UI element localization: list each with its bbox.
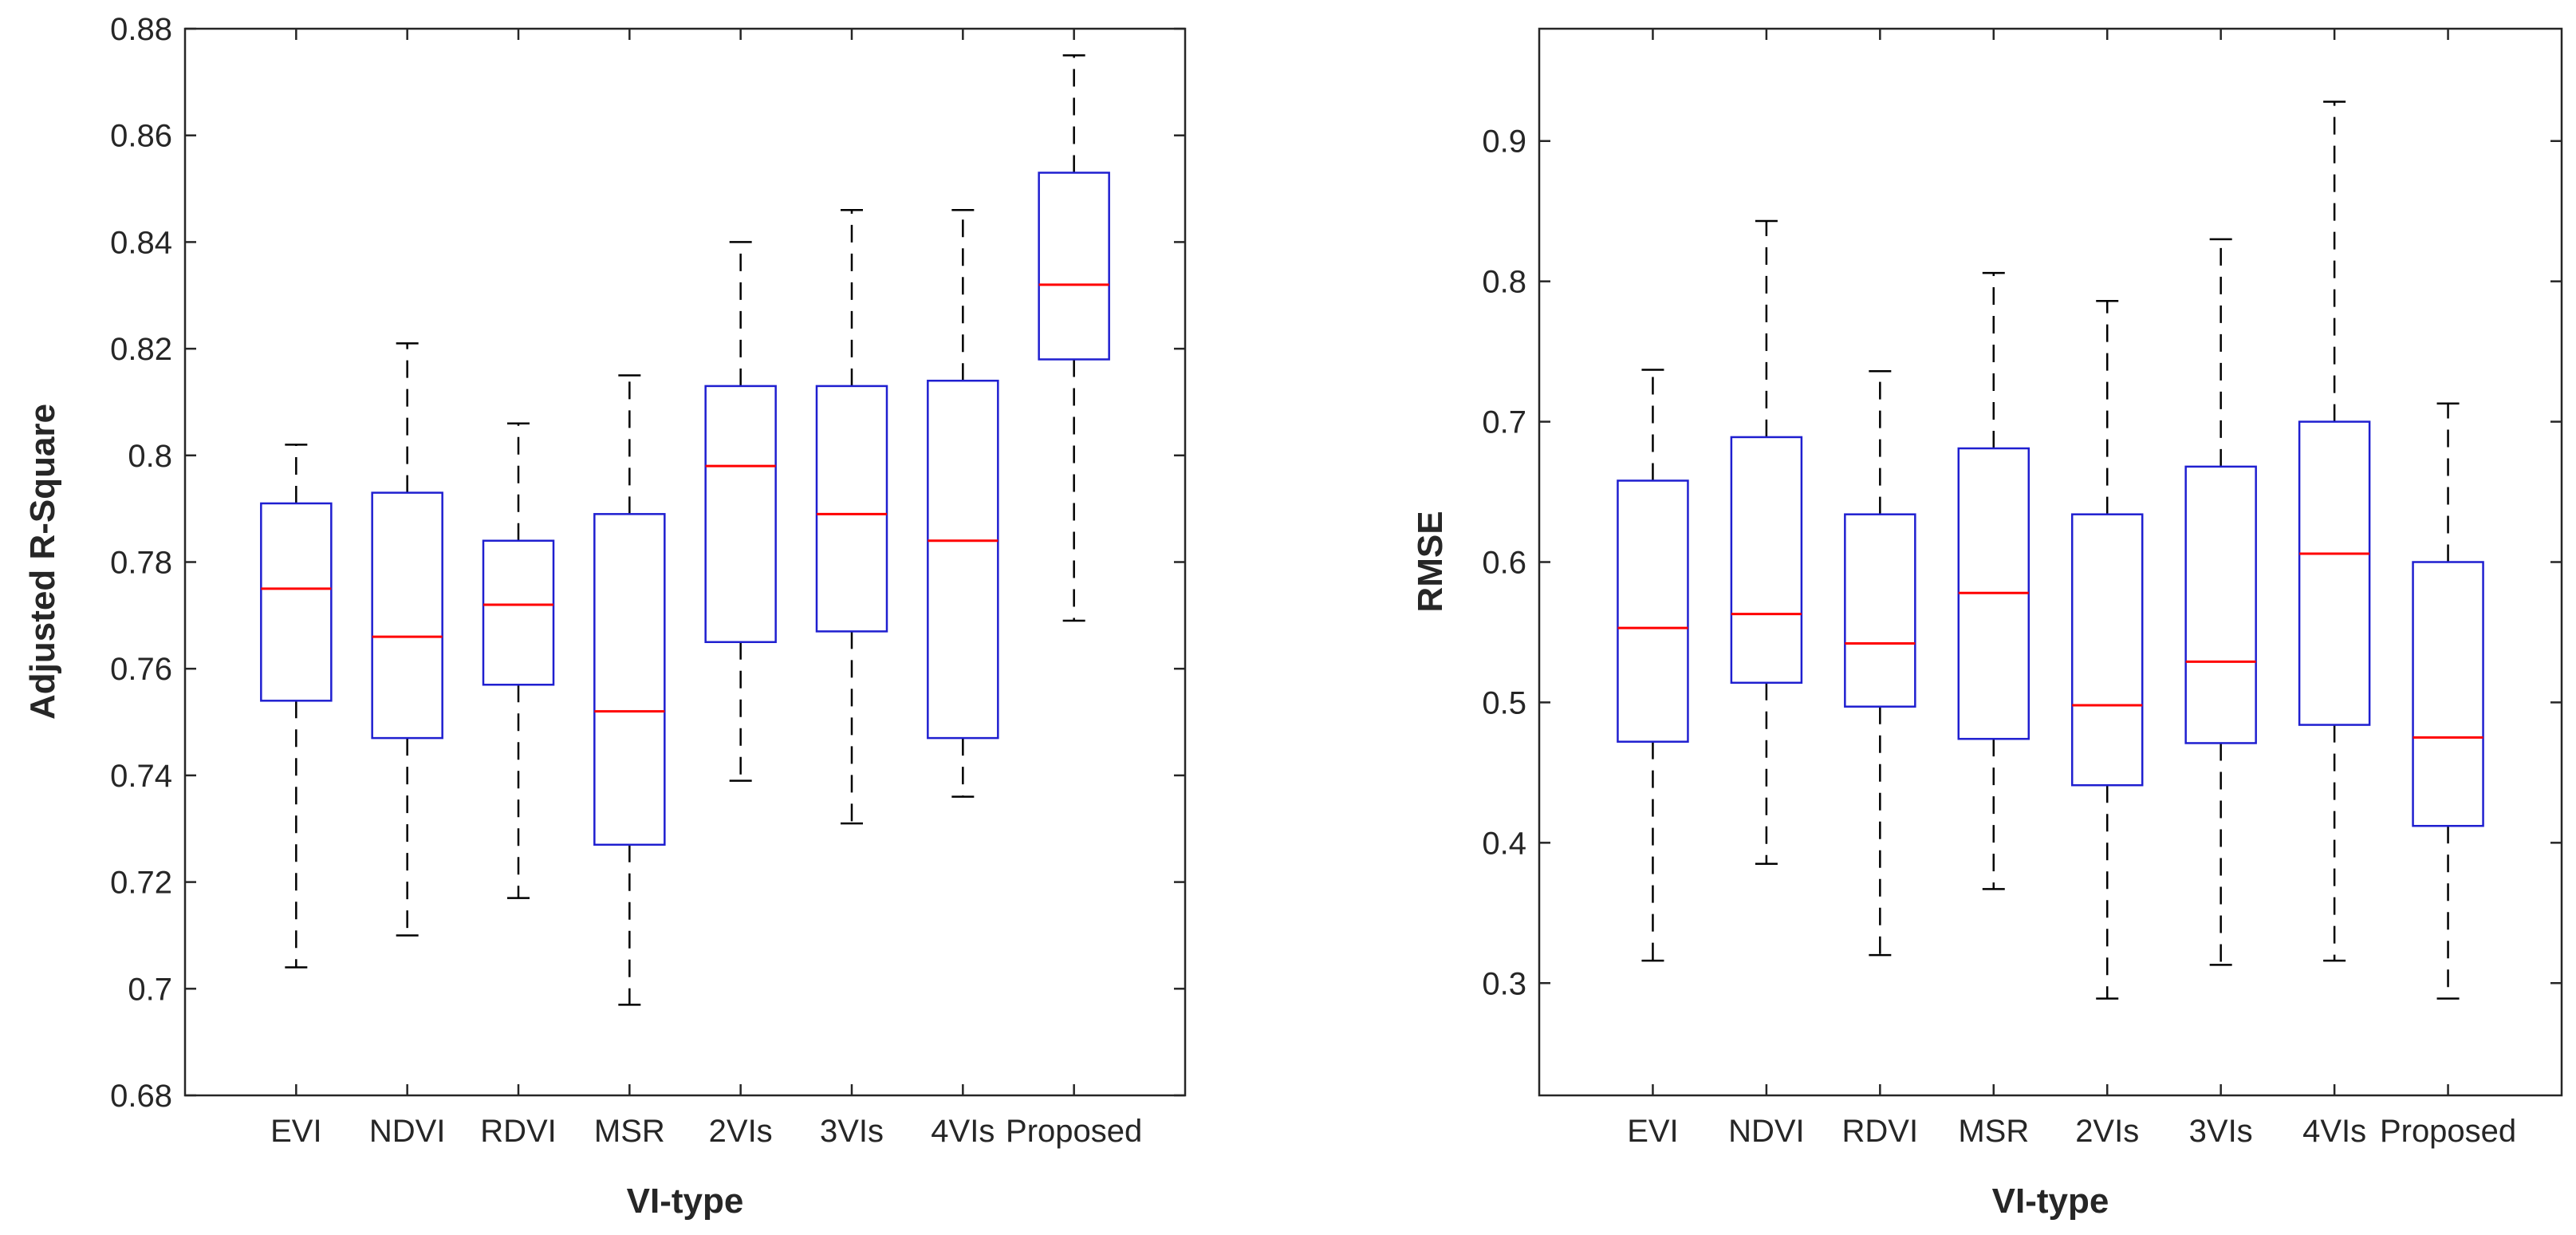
x-tick-label: NDVI: [1728, 1114, 1805, 1149]
x-tick-label: 3VIs: [2189, 1114, 2253, 1149]
box-rdvi: [482, 422, 555, 899]
x-axis-ticks: EVI NDVI RDVI MSR 2VIs 3VIs 4VIs Proposed: [1627, 29, 2516, 1149]
iqr-box: [815, 385, 888, 633]
y-tick-label: 0.5: [1482, 685, 1526, 720]
iqr-box: [1844, 513, 1916, 708]
y-tick-label: 0.7: [1482, 405, 1526, 440]
y-axis-label: Adjusted R-Square: [23, 404, 62, 720]
y-tick-label: 0.4: [1482, 826, 1526, 861]
y-tick-label: 0.74: [110, 759, 172, 794]
x-tick-label: 2VIs: [709, 1114, 773, 1149]
iqr-box: [1730, 436, 1803, 685]
iqr-box: [704, 385, 777, 644]
x-tick-label: 2VIs: [2075, 1114, 2139, 1149]
y-axis-label: RMSE: [1411, 511, 1450, 612]
box-group: [1617, 101, 2484, 1000]
y-tick-label: 0.84: [110, 225, 172, 260]
y-axis-ticks: 0.68 0.7 0.72 0.74 0.76 0.78 0.8 0.82 0.84 0.86 0.…: [110, 12, 1185, 1114]
x-axis-label: VI-type: [1992, 1182, 2109, 1221]
y-tick-label: 0.8: [128, 439, 172, 474]
y-tick-label: 0.82: [110, 332, 172, 367]
x-tick-label: 3VIs: [820, 1114, 884, 1149]
iqr-box: [1617, 479, 1689, 743]
box-2vis: [704, 241, 777, 782]
box-proposed: [2412, 402, 2484, 1000]
iqr-box: [260, 502, 333, 702]
y-tick-label: 0.9: [1482, 124, 1526, 160]
box-group: [260, 54, 1110, 1006]
iqr-box: [2412, 561, 2484, 827]
x-tick-label: EVI: [1627, 1114, 1678, 1149]
box-3vis: [815, 209, 888, 825]
x-tick-label: Proposed: [2380, 1114, 2516, 1149]
y-axis-ticks: 0.3 0.4 0.5 0.6 0.7 0.8 0.9: [1482, 124, 2562, 1001]
y-tick-label: 0.76: [110, 652, 172, 687]
x-tick-label: EVI: [270, 1114, 321, 1149]
box-proposed: [1038, 54, 1110, 622]
y-tick-label: 0.86: [110, 119, 172, 154]
box-ndvi: [371, 342, 443, 937]
iqr-box: [927, 379, 999, 740]
x-tick-label: 4VIs: [2302, 1114, 2366, 1149]
box-rdvi: [1844, 369, 1916, 957]
box-evi: [260, 444, 333, 969]
box-4vis: [2298, 101, 2371, 962]
x-axis-ticks: EVI NDVI RDVI MSR 2VIs 3VIs 4VIs Proposed: [270, 29, 1142, 1149]
box-3vis: [2184, 238, 2257, 966]
iqr-box: [2070, 513, 2144, 787]
box-ndvi: [1730, 219, 1803, 865]
iqr-box: [593, 513, 666, 846]
x-tick-label: MSR: [1958, 1114, 2029, 1149]
adjusted-r-square-boxplot: 0.68 0.7 0.72 0.74 0.76 0.78 0.8 0.82 0.84 0.86 0.…: [23, 12, 1187, 1221]
x-tick-label: RDVI: [1842, 1114, 1919, 1149]
y-tick-label: 0.6: [1482, 546, 1526, 581]
iqr-box: [2298, 420, 2371, 726]
y-tick-label: 0.7: [128, 972, 172, 1007]
y-tick-label: 0.88: [110, 12, 172, 47]
y-tick-label: 0.3: [1482, 966, 1526, 1001]
iqr-box: [371, 491, 443, 740]
y-tick-label: 0.68: [110, 1079, 172, 1114]
box-2vis: [2070, 300, 2144, 1000]
box-msr: [1957, 271, 2030, 890]
box-4vis: [927, 209, 999, 798]
rmse-boxplot: 0.3 0.4 0.5 0.6 0.7 0.8 0.9 EVI NDVI RDVI MSR 2VIs…: [1411, 27, 2563, 1221]
y-tick-label: 0.72: [110, 866, 172, 901]
box-evi: [1617, 369, 1689, 962]
x-tick-label: 4VIs: [931, 1114, 995, 1149]
x-tick-label: MSR: [594, 1114, 665, 1149]
y-tick-label: 0.78: [110, 546, 172, 581]
iqr-box: [2184, 465, 2257, 744]
x-tick-label: Proposed: [1006, 1114, 1142, 1149]
iqr-box: [1038, 172, 1110, 361]
x-axis-label: VI-type: [627, 1182, 744, 1221]
y-tick-label: 0.8: [1482, 265, 1526, 300]
x-tick-label: NDVI: [369, 1114, 446, 1149]
plot-area-frame: [1538, 27, 2563, 1097]
box-msr: [593, 374, 666, 1006]
plot-area-frame: [183, 27, 1187, 1097]
x-tick-label: RDVI: [480, 1114, 557, 1149]
iqr-box: [482, 539, 555, 686]
